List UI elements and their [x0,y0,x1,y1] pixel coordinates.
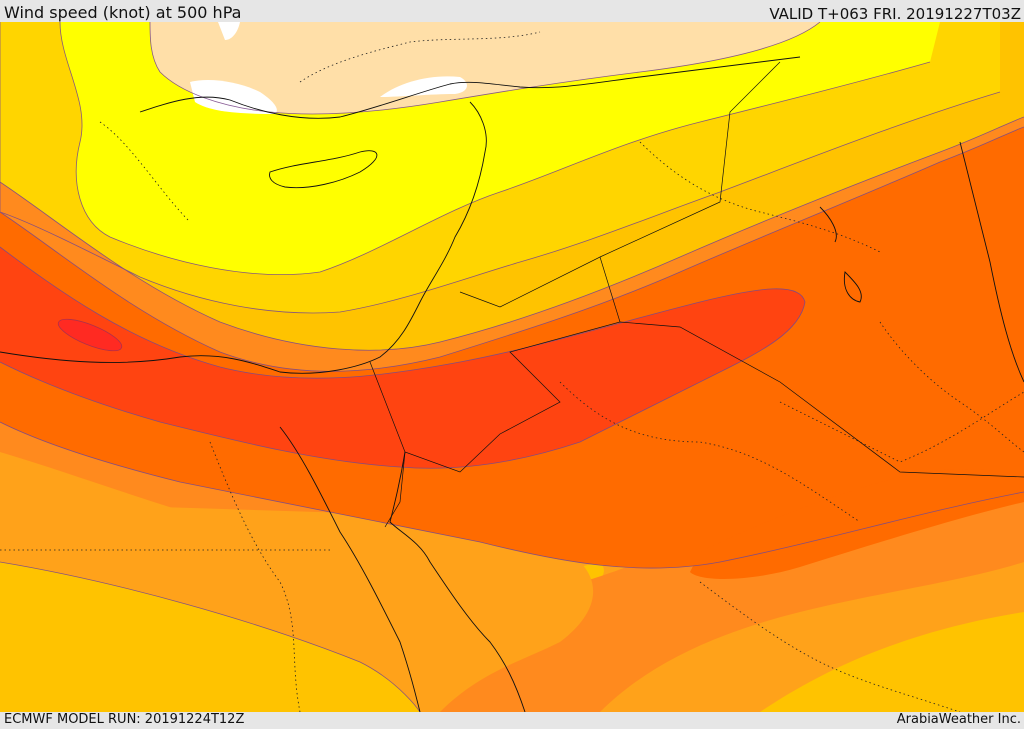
light-band-se-over [760,612,1024,712]
map-title: Wind speed (knot) at 500 hPa [4,3,242,22]
border-line [384,451,406,528]
white-patch-east [380,76,467,97]
dotted-borders [0,31,1024,712]
dotted-border [299,31,541,83]
provider-label: ArabiaWeather Inc. [896,712,1021,727]
core-red-max [57,318,123,352]
border-line [599,61,781,258]
coastline [269,150,378,189]
border-line [369,256,621,473]
contour-line [0,561,421,712]
red-band [0,247,805,469]
model-run-label: ECMWF MODEL RUN: 20191224T12Z [4,712,245,727]
dotted-border [639,141,881,253]
coastline [819,206,837,243]
contour-line [0,246,806,469]
border-line [619,321,1024,478]
contour-line [149,22,821,115]
contour-line [0,421,1024,569]
white-patch-north [218,22,240,40]
dotted-border [699,581,961,712]
dotted-border [779,391,1024,463]
contour-line [59,22,931,275]
red-band-east [690,469,1024,579]
contour-line [0,126,1024,372]
valid-time-label: VALID T+063 FRI. 20191227T03Z [769,5,1021,23]
country-borders [369,61,1024,528]
coastline [389,451,526,712]
coastline [279,426,421,712]
footer-bar: ECMWF MODEL RUN: 20191224T12Z ArabiaWeat… [0,712,1024,729]
header-bar: Wind speed (knot) at 500 hPa VALID T+063… [0,0,1024,23]
dotted-border [559,381,861,523]
coastline [0,101,487,374]
dotted-border [209,441,301,712]
contour-lines [0,22,1024,712]
contour-line [0,22,1001,314]
wind-speed-map [0,22,1024,712]
coastlines [0,56,1024,712]
coastline [843,271,862,303]
white-patch-west [190,80,277,114]
contour-line [0,116,1024,351]
tan-band [150,22,820,114]
wind-speed-field [0,22,1024,712]
coastline [959,141,1024,383]
dotted-border [879,321,1024,453]
red-orange-band [0,127,1024,569]
light-band-southwest-over [0,562,420,712]
coastline [139,56,801,119]
